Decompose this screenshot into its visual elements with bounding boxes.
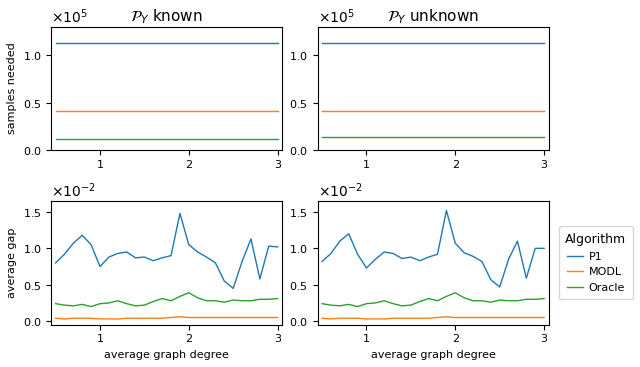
- Y-axis label: samples needed: samples needed: [7, 43, 17, 134]
- Legend: P1, MODL, Oracle: P1, MODL, Oracle: [559, 226, 633, 299]
- Y-axis label: average gap: average gap: [7, 228, 17, 298]
- X-axis label: average graph degree: average graph degree: [104, 350, 229, 360]
- Title: $\mathcal{P}_Y$ known: $\mathcal{P}_Y$ known: [130, 7, 203, 26]
- Title: $\mathcal{P}_Y$ unknown: $\mathcal{P}_Y$ unknown: [387, 7, 479, 26]
- X-axis label: average graph degree: average graph degree: [371, 350, 495, 360]
